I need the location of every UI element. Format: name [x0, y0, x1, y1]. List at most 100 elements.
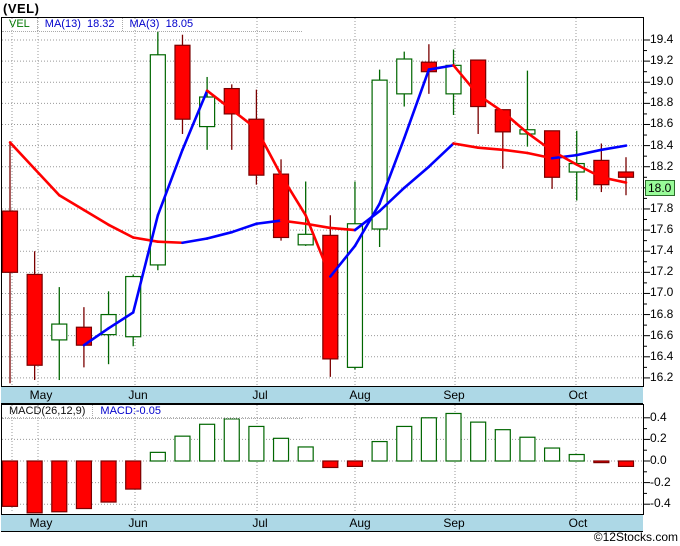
ma13-line-segment [329, 226, 357, 232]
axis-label: 19.2 [650, 53, 674, 68]
candle-body [593, 159, 610, 186]
right-price-axis: 19.4 19.2 19.0 18.8 18.6 18.4 18.2 18.0 17.8 17.6… [644, 0, 680, 546]
macd-bar [519, 436, 536, 462]
ma3-line-segment [107, 311, 135, 330]
candle-body [470, 59, 487, 108]
month-label: Oct [568, 388, 588, 402]
month-label: Aug [349, 388, 371, 402]
month-label: Jun [128, 516, 148, 530]
month-label: Oct [568, 516, 588, 530]
ma13-line-segment [57, 193, 86, 212]
ma13-line-segment [230, 222, 258, 234]
ma3-line-segment [575, 163, 603, 179]
ma3-line-segment [304, 213, 332, 278]
ma3-line-segment [526, 131, 554, 153]
ma13-line-segment [600, 144, 628, 152]
ma13-line-segment [402, 165, 431, 190]
macd-bar [75, 460, 93, 510]
ma3-legend: MA(3) 18.05 [129, 18, 194, 30]
macd-params-label: MACD(26,12,9) [2, 405, 94, 418]
ma13-line-segment [279, 219, 307, 226]
axis-label: 17.2 [650, 264, 674, 279]
axis-label: -0.4 [650, 496, 671, 511]
ma3-line-segment [550, 149, 579, 166]
ma3-line-segment [156, 148, 184, 217]
ma3-line-segment [452, 64, 480, 97]
candle-body [322, 234, 339, 360]
ma3-line-segment [181, 89, 209, 152]
axis-label: 16.4 [650, 348, 674, 363]
ma13-line-segment [501, 148, 529, 155]
ma13-line-segment [181, 237, 209, 245]
axis-label: 0.4 [650, 409, 667, 424]
ma3-line-segment [230, 108, 258, 131]
axis-label: 0.2 [650, 431, 667, 446]
macd-bar [445, 412, 462, 462]
macd-bar [470, 421, 487, 462]
axis-label: 17.8 [650, 200, 674, 215]
axis-label: 19.4 [650, 32, 674, 46]
candle-body [26, 273, 43, 366]
macd-bar [100, 460, 117, 503]
ma13-line-segment [8, 141, 36, 171]
macd-bar [26, 460, 43, 514]
candle-body [297, 233, 314, 246]
ma13-line-segment [156, 240, 184, 245]
macd-bar [543, 447, 561, 462]
current-price-label: 18.0 [645, 179, 676, 196]
macd-value-label: MACD:-0.05 [100, 405, 161, 417]
candle-body [1, 210, 19, 273]
axis-label: 18.6 [650, 116, 674, 131]
macd-bar [420, 417, 437, 462]
axis-label: -0.2 [650, 474, 671, 489]
macd-bar [617, 460, 635, 468]
ma3-line-segment [279, 173, 307, 217]
axis-label: 17.0 [650, 285, 674, 300]
axis-label: 16.8 [650, 306, 674, 321]
candle-body [149, 54, 166, 266]
price-legend: VEL MA(13) 18.32 MA(3) 18.05 [2, 18, 302, 32]
candle-body [51, 323, 68, 341]
axis-label: 16.2 [650, 369, 674, 384]
ma13-line-segment [378, 186, 406, 213]
ma3-line-segment [501, 110, 529, 135]
ma13-line-segment [526, 151, 554, 160]
axis-label: 18.2 [650, 158, 674, 173]
macd-bar [568, 453, 585, 462]
source-attribution: ©12Stocks.com [593, 530, 678, 544]
ma3-line-segment [82, 326, 110, 347]
candle-body [174, 44, 191, 120]
month-label: Sep [443, 388, 465, 402]
macd-bar [593, 460, 610, 464]
ma13-line-segment [255, 219, 283, 226]
ma13-line-segment [33, 167, 61, 197]
ma13-line-segment [107, 223, 135, 239]
axis-label: 18.4 [650, 137, 674, 152]
candle-body [125, 275, 142, 338]
macd-bar [223, 418, 240, 462]
page-title: (VEL) [3, 1, 40, 16]
candle-body [346, 223, 364, 368]
macd-bar [346, 460, 364, 468]
ma3-line-segment [255, 127, 283, 177]
axis-label: 17.6 [650, 222, 674, 237]
axis-label: 18.8 [650, 95, 674, 110]
month-label: Jul [252, 516, 268, 530]
macd-bar [248, 425, 265, 462]
ma13-line-segment [452, 142, 480, 150]
ma3-line-segment [427, 64, 455, 71]
macd-bar [1, 460, 19, 507]
ma3-line-segment [205, 89, 234, 111]
macd-bar [371, 440, 388, 462]
month-label: Aug [349, 516, 371, 530]
ma3-line-segment [476, 93, 505, 114]
symbol-label: VEL [2, 18, 38, 31]
ma3-line-segment [131, 213, 160, 314]
macd-bar [272, 437, 290, 462]
macd-bar [51, 460, 68, 513]
ma3-line-segment [353, 202, 381, 248]
macd-legend: MACD(26,12,9) MACD:-0.05 [2, 405, 302, 419]
macd-bar [125, 460, 142, 490]
